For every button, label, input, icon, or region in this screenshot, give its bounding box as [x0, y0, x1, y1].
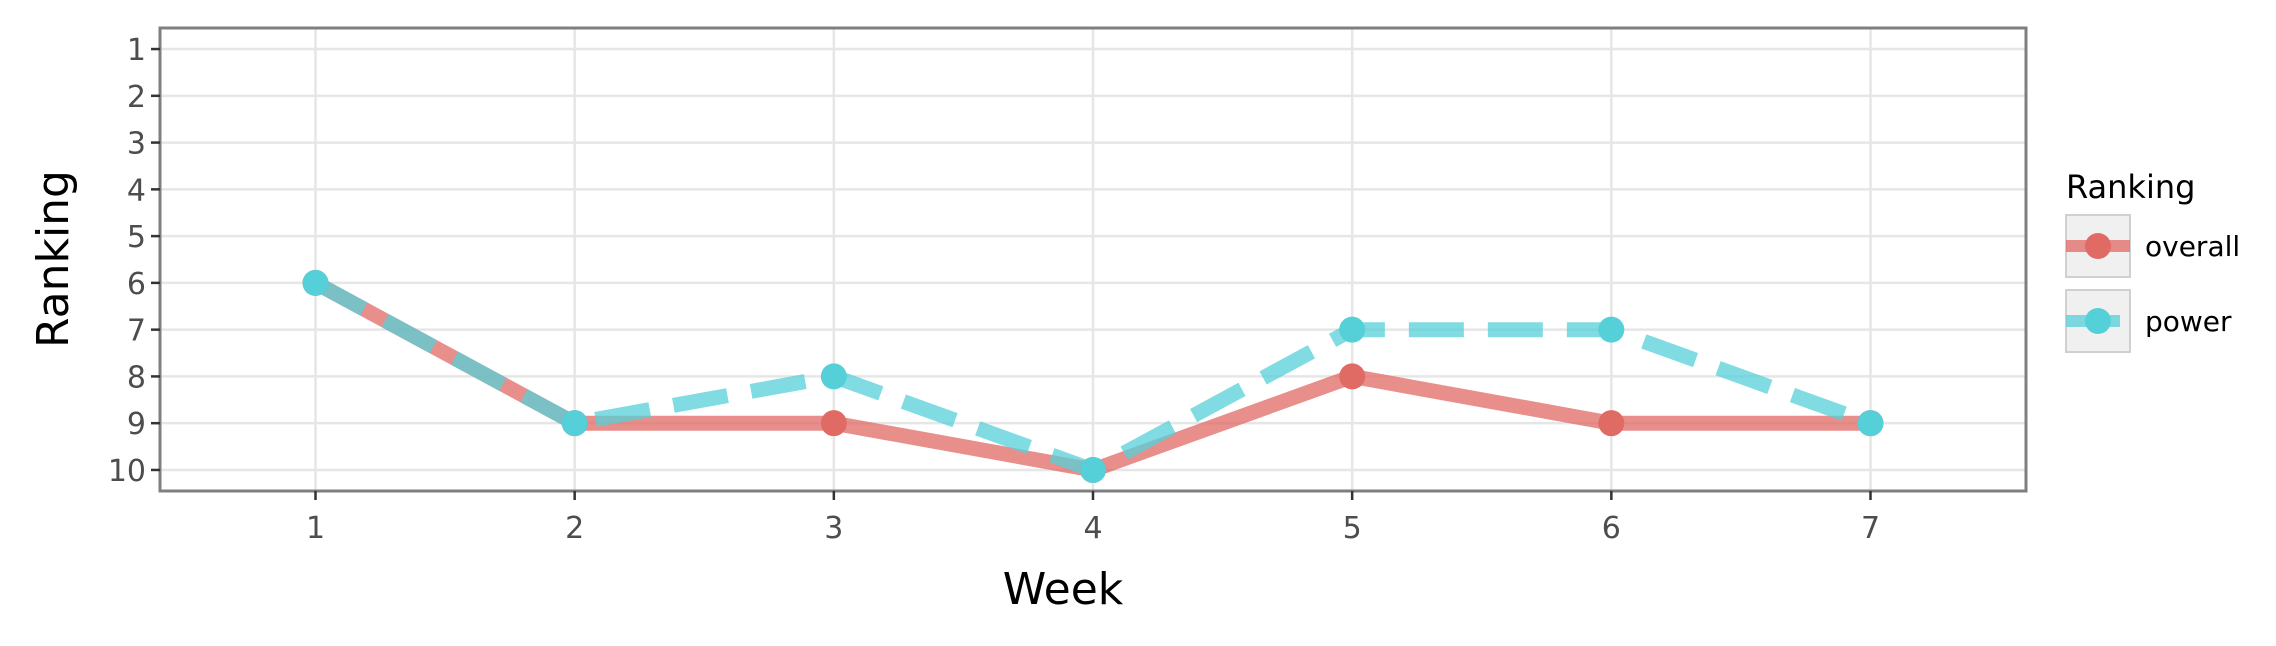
x-axis-title: Week	[1003, 564, 1124, 615]
x-tick-label: 2	[565, 511, 584, 546]
y-tick-label: 5	[127, 220, 146, 255]
x-tick-label: 4	[1083, 511, 1102, 546]
x-tick-label: 1	[306, 511, 325, 546]
y-tick-label: 6	[127, 267, 146, 302]
x-axis: 1 2 3 4 5 6 7	[306, 491, 1880, 546]
legend-marker-power	[2085, 308, 2111, 334]
data-point-overall	[1598, 410, 1625, 437]
y-tick-label: 8	[127, 360, 146, 395]
y-tick-label: 3	[127, 127, 146, 162]
x-tick-label: 6	[1602, 511, 1621, 546]
x-tick-label: 5	[1343, 511, 1362, 546]
legend-label-power: power	[2145, 305, 2232, 338]
y-tick-label: 10	[108, 454, 146, 489]
y-axis-title: Ranking	[28, 170, 79, 348]
legend-marker-overall	[2085, 233, 2111, 259]
data-point-power	[561, 410, 588, 437]
data-point-overall	[1339, 363, 1366, 390]
y-tick-label: 9	[127, 407, 146, 442]
data-point-power	[1339, 316, 1366, 343]
data-point-power	[1598, 316, 1625, 343]
data-point-power	[1857, 410, 1884, 437]
y-axis: 1 2 3 4 5 6 7 8 9 10	[108, 33, 160, 489]
legend: Ranking overall power	[2065, 168, 2240, 353]
gridlines	[160, 28, 2026, 491]
legend-title: Ranking	[2066, 168, 2195, 206]
legend-label-overall: overall	[2145, 230, 2240, 263]
y-tick-label: 1	[127, 33, 146, 68]
data-point-power	[302, 269, 329, 296]
x-tick-label: 3	[824, 511, 843, 546]
x-tick-label: 7	[1861, 511, 1880, 546]
data-point-overall	[820, 410, 847, 437]
series-points	[302, 269, 1884, 483]
y-tick-label: 7	[127, 314, 146, 349]
y-tick-label: 4	[127, 173, 146, 208]
data-point-power	[1080, 456, 1106, 483]
y-tick-label: 2	[127, 80, 146, 115]
data-point-power	[820, 363, 847, 390]
